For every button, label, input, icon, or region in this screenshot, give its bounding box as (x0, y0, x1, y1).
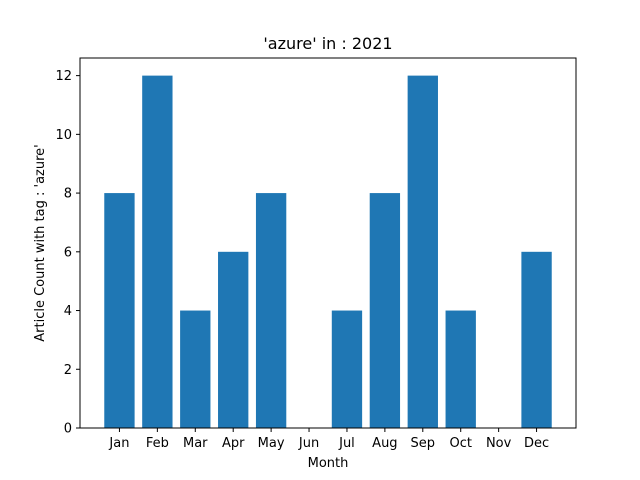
x-tick-label-feb: Feb (146, 436, 169, 451)
x-tick-label-sep: Sep (411, 436, 436, 451)
bar-jan (104, 193, 135, 428)
x-tick-label-apr: Apr (222, 436, 245, 451)
x-tick-label-mar: Mar (183, 436, 208, 451)
bar-may (255, 193, 287, 428)
x-tick-label-jul: Jul (338, 436, 355, 451)
y-axis-label: Article Count with tag : 'azure' (33, 144, 48, 341)
plot-area-frame (79, 57, 577, 429)
bar-mar (180, 310, 211, 428)
bar-oct (445, 310, 476, 428)
y-tick-label-0: 0 (64, 422, 72, 437)
x-tick-label-jan: Jan (108, 436, 129, 451)
x-axis-ticks: Jan Feb Mar Apr May Jun Jul Aug Sep Oct Nov Dec (108, 428, 549, 451)
bar-sep (407, 75, 438, 429)
bar-apr (218, 251, 249, 428)
x-tick-label-oct: Oct (449, 436, 471, 451)
y-tick-label-12: 12 (55, 69, 72, 84)
y-tick-label-4: 4 (64, 304, 72, 319)
x-tick-label-dec: Dec (524, 436, 549, 451)
y-tick-label-2: 2 (64, 363, 72, 378)
bar-aug (369, 193, 401, 428)
bar-feb (142, 75, 173, 429)
y-tick-label-8: 8 (64, 187, 72, 202)
x-tick-label-jun: Jun (298, 436, 319, 451)
x-tick-label-nov: Nov (486, 436, 512, 451)
bar-jul (331, 310, 363, 428)
y-tick-label-6: 6 (64, 245, 72, 260)
x-tick-label-may: May (258, 436, 285, 451)
bars-group (104, 75, 552, 429)
y-tick-label-10: 10 (55, 128, 72, 143)
chart-title: 'azure' in : 2021 (263, 34, 392, 53)
x-tick-label-aug: Aug (372, 436, 397, 451)
x-axis-label: Month (308, 456, 349, 471)
y-axis-ticks: 0 2 4 6 8 10 12 (55, 69, 80, 437)
bar-dec (521, 251, 552, 428)
